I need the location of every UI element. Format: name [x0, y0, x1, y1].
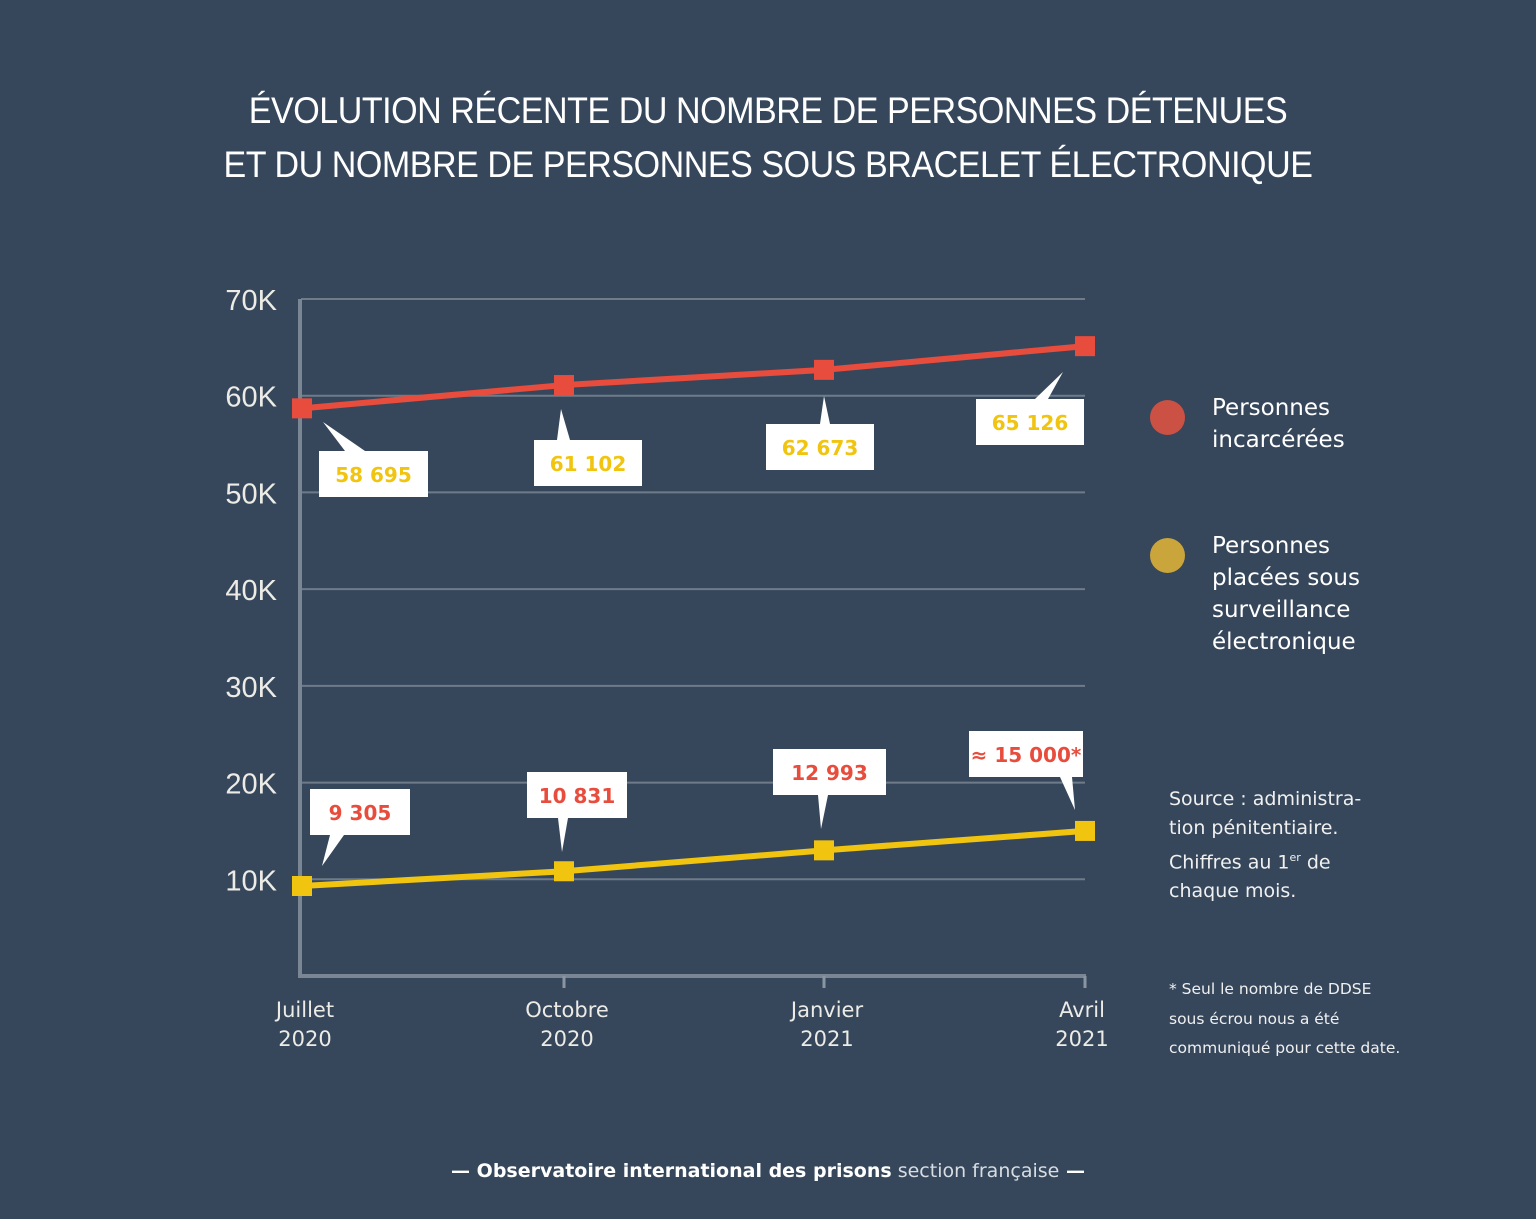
footer-credit: — Observatoire international des prisons…	[0, 1160, 1536, 1182]
y-tick-label: 60K	[225, 382, 277, 414]
data-label: 62 673	[782, 436, 859, 460]
chart-title-line-1: ÉVOLUTION RÉCENTE DU NOMBRE DE PERSONNES…	[248, 90, 1288, 131]
data-marker-incarcerees	[814, 359, 834, 380]
data-label-pointer	[557, 409, 570, 440]
y-tick-label: 40K	[225, 575, 277, 607]
x-tick-label: Avril	[1059, 998, 1105, 1022]
data-label-box	[319, 451, 428, 497]
footer-dash-left: —	[451, 1160, 477, 1182]
legend-dot-surveillance	[1150, 538, 1185, 573]
data-label-box	[976, 399, 1084, 445]
footnote: * Seul le nombre de DDSE sous écrou nous…	[1169, 980, 1401, 1057]
source-note: Source : administra- tion pénitentiaire.…	[1169, 785, 1361, 906]
x-tick-label: 2021	[1055, 1027, 1108, 1051]
source-text: Source : administra- tion pénitentiaire.…	[1169, 788, 1362, 874]
data-label-pointer	[322, 835, 344, 866]
footer-dash-right: —	[1059, 1160, 1085, 1182]
y-tick-label: 30K	[225, 672, 277, 704]
chart-title: ÉVOLUTION RÉCENTE DU NOMBRE DE PERSONNES…	[61, 84, 1474, 192]
data-label-box	[969, 731, 1083, 777]
data-label-box	[534, 440, 642, 486]
legend-label-surveillance: Personnes placées sous surveillance élec…	[1212, 533, 1360, 655]
data-marker-surveillance	[814, 840, 834, 861]
data-label: 58 695	[335, 463, 412, 487]
x-tick-label: 2020	[278, 1027, 331, 1051]
y-tick-label: 20K	[225, 769, 277, 801]
data-label-box	[773, 749, 886, 795]
data-label: 9 305	[329, 801, 392, 825]
data-label: 61 102	[550, 452, 627, 476]
series-line-incarcerees	[301, 343, 1086, 412]
y-tick-label: 10K	[225, 865, 277, 897]
data-marker-incarcerees	[1075, 336, 1095, 357]
data-marker-incarcerees	[554, 375, 574, 396]
source-superscript: er	[1289, 851, 1301, 864]
x-tick-label: 2021	[800, 1027, 853, 1051]
data-label: ≈ 15 000*	[971, 743, 1082, 767]
legend-item-surveillance: Personnes placées sous surveillance élec…	[1150, 530, 1360, 658]
data-label: 10 831	[539, 784, 616, 808]
data-label-pointer	[1035, 372, 1063, 399]
x-tick-label: 2020	[540, 1027, 593, 1051]
source-text-end: de chaque mois.	[1169, 851, 1331, 903]
data-label-pointer	[820, 396, 830, 424]
legend-dot-incarcerees	[1150, 400, 1185, 435]
series-line-surveillance	[301, 827, 1086, 890]
chart-title-line-2: ET DU NOMBRE DE PERSONNES SOUS BRACELET …	[223, 144, 1313, 185]
footer-section: section française	[891, 1160, 1060, 1182]
data-marker-surveillance	[1075, 820, 1095, 841]
data-label-pointer	[1060, 777, 1075, 810]
data-label-pointer	[818, 795, 828, 829]
data-label-box	[766, 424, 874, 470]
data-label-box	[310, 789, 410, 835]
data-label: 12 993	[791, 761, 868, 785]
data-marker-incarcerees	[292, 398, 312, 419]
data-label-pointer	[323, 422, 365, 451]
data-label-box	[527, 772, 627, 818]
data-marker-surveillance	[292, 876, 312, 897]
legend-label-incarcerees: Personnes incarcérées	[1212, 395, 1345, 453]
data-marker-surveillance	[554, 861, 574, 882]
x-tick-label: Juillet	[274, 998, 334, 1022]
y-tick-label: 70K	[225, 285, 277, 317]
data-label: 65 126	[992, 411, 1069, 435]
y-tick-label: 50K	[225, 478, 277, 510]
footer-org-name: Observatoire international des prisons	[476, 1160, 892, 1182]
x-tick-label: Janvier	[789, 998, 864, 1022]
data-label-pointer	[558, 818, 568, 852]
legend-item-incarcerees: Personnes incarcérées	[1150, 392, 1345, 456]
x-tick-label: Octobre	[525, 998, 609, 1022]
